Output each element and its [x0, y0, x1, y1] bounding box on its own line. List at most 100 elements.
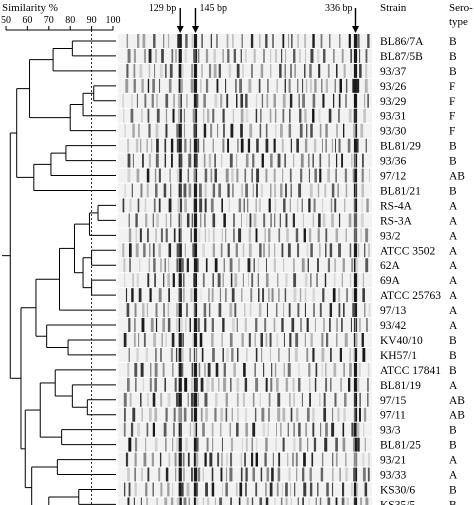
- marker-band: [193, 288, 198, 303]
- gel-band: [240, 108, 244, 123]
- strain-row: 69A A: [380, 275, 458, 287]
- gel-band: [212, 138, 214, 153]
- gel-band: [323, 407, 327, 422]
- gel-band: [248, 228, 252, 243]
- gel-band: [259, 34, 261, 48]
- gel-band: [148, 258, 151, 273]
- gel-band: [240, 138, 244, 153]
- gel-band: [335, 153, 338, 168]
- gel-band: [298, 93, 300, 108]
- gel-band: [280, 497, 283, 505]
- strain-name: 93/26: [380, 81, 406, 93]
- gel-band: [236, 392, 239, 407]
- marker-band: [353, 273, 358, 288]
- gel-band: [147, 392, 149, 407]
- gel-band: [364, 482, 368, 497]
- gel-band: [141, 108, 143, 123]
- serotype-value: A: [449, 215, 458, 227]
- gel-band: [260, 333, 264, 347]
- gel-band: [187, 392, 189, 407]
- gel-band: [294, 63, 296, 78]
- gel-band: [167, 482, 170, 497]
- gel-band: [244, 303, 246, 318]
- gel-band: [212, 273, 214, 288]
- similarity-title: Similarity %: [2, 2, 58, 14]
- gel-band: [356, 78, 360, 93]
- gel-band: [318, 108, 321, 123]
- gel-band: [242, 392, 245, 407]
- gel-band: [360, 228, 362, 243]
- gel-band: [145, 213, 148, 228]
- gel-band: [219, 497, 223, 505]
- gel-band: [187, 168, 190, 183]
- gel-band: [289, 392, 291, 407]
- gel-band: [288, 303, 291, 318]
- gel-band: [123, 258, 126, 273]
- gel-band: [168, 288, 170, 303]
- gel-band: [225, 392, 228, 407]
- gel-band: [260, 108, 262, 123]
- gel-band: [176, 123, 179, 138]
- gel-band: [173, 93, 175, 108]
- gel-band: [281, 48, 283, 63]
- gel-band: [335, 452, 338, 467]
- strain-name: ATCC 17841: [380, 365, 441, 377]
- gel-band: [343, 63, 346, 78]
- gel-band: [150, 362, 152, 377]
- gel-band: [347, 138, 351, 153]
- gel-band: [299, 108, 302, 123]
- gel-band: [287, 422, 289, 437]
- gel-band: [202, 467, 204, 482]
- gel-lane: [118, 168, 372, 183]
- marker-band: [193, 258, 198, 273]
- gel-band: [176, 168, 180, 183]
- gel-band: [342, 437, 346, 452]
- gel-band: [193, 198, 196, 213]
- gel-band: [237, 138, 239, 153]
- gel-band: [344, 333, 348, 347]
- gel-band: [159, 347, 162, 362]
- gel-band: [153, 333, 157, 347]
- gel-band: [189, 318, 191, 332]
- gel-band: [278, 452, 281, 467]
- gel-band: [154, 273, 156, 288]
- gel-band: [351, 258, 353, 273]
- gel-band: [304, 273, 308, 288]
- marker-band: [193, 108, 198, 123]
- gel-band: [362, 288, 365, 303]
- gel-band: [222, 108, 225, 123]
- gel-band: [232, 183, 234, 198]
- gel-band: [285, 48, 287, 63]
- gel-band: [204, 198, 207, 213]
- gel-band: [212, 243, 216, 258]
- gel-band: [156, 93, 159, 108]
- strain-row: BL86/7A B: [380, 36, 457, 48]
- gel-band: [171, 333, 175, 347]
- gel-band: [368, 303, 371, 318]
- gel-lane: [118, 482, 372, 497]
- gel-band: [204, 168, 208, 183]
- gel-band: [324, 437, 328, 452]
- gel-band: [256, 183, 258, 198]
- gel-band: [128, 228, 132, 243]
- gel-band: [189, 138, 192, 153]
- gel-band: [365, 228, 369, 243]
- marker-band: [178, 362, 182, 377]
- gel-band: [280, 183, 283, 198]
- gel-band: [301, 392, 303, 407]
- gel-band: [333, 48, 335, 63]
- marker-band: [353, 362, 358, 377]
- gel-band: [307, 437, 309, 452]
- gel-band: [314, 377, 317, 392]
- gel-band: [312, 108, 315, 123]
- serotype-value: B: [449, 141, 457, 153]
- gel-band: [211, 467, 214, 482]
- gel-band: [134, 452, 137, 467]
- gel-band: [282, 34, 285, 48]
- gel-band: [251, 273, 254, 288]
- gel-band: [289, 168, 292, 183]
- gel-band: [200, 78, 202, 93]
- gel-band: [203, 93, 206, 108]
- gel-band: [366, 198, 369, 213]
- gel-band: [229, 153, 233, 168]
